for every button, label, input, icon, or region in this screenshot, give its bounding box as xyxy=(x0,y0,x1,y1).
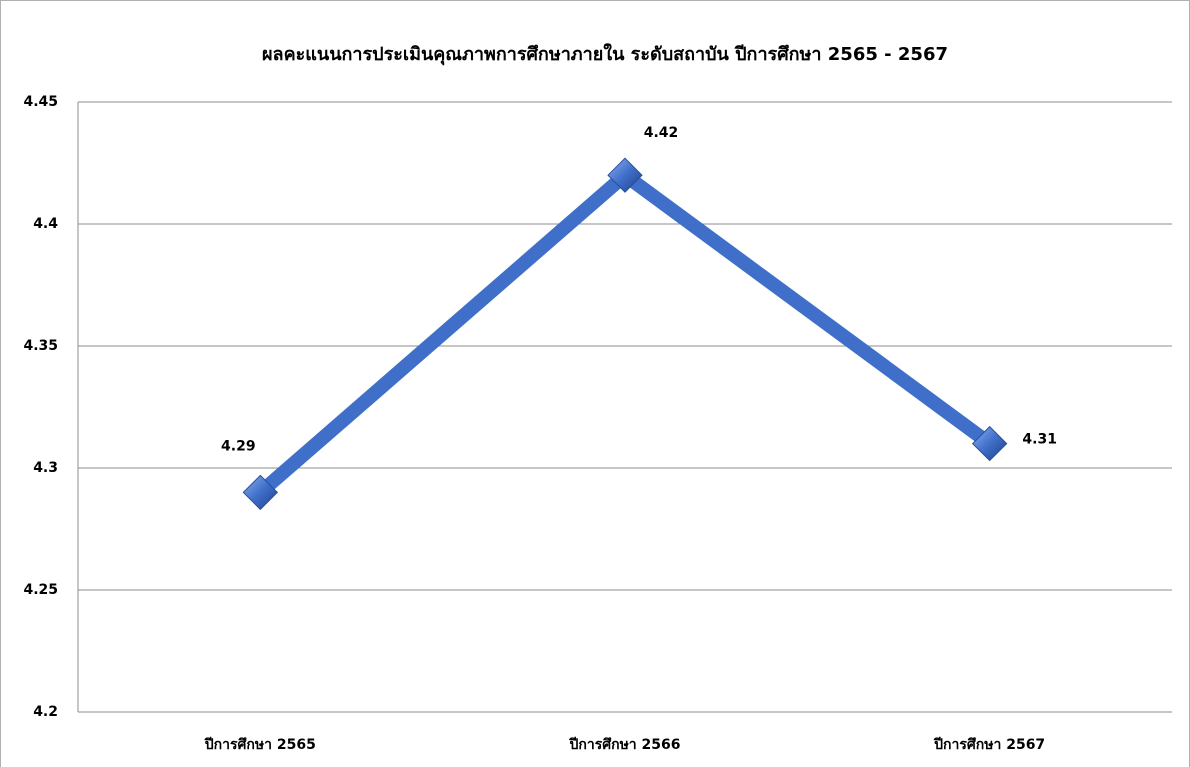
data-label: 4.29 xyxy=(221,438,256,454)
y-tick-label: 4.25 xyxy=(23,582,58,598)
x-tick-label: ปีการศึกษา 2566 xyxy=(568,736,681,753)
y-tick-label: 4.45 xyxy=(23,94,58,110)
x-tick-label: ปีการศึกษา 2567 xyxy=(933,736,1046,753)
marker xyxy=(242,474,279,511)
marker xyxy=(971,425,1008,462)
y-tick-label: 4.3 xyxy=(33,460,58,476)
chart-title: ผลคะแนนการประเมินคุณภาพการศึกษาภายใน ระด… xyxy=(262,43,948,66)
x-tick-label: ปีการศึกษา 2565 xyxy=(203,736,316,753)
y-tick-label: 4.2 xyxy=(33,704,58,720)
marker xyxy=(607,157,643,193)
data-label: 4.31 xyxy=(1022,432,1057,448)
data-label: 4.42 xyxy=(644,125,679,141)
y-tick-label: 4.4 xyxy=(33,216,58,232)
y-tick-label: 4.35 xyxy=(23,338,58,354)
